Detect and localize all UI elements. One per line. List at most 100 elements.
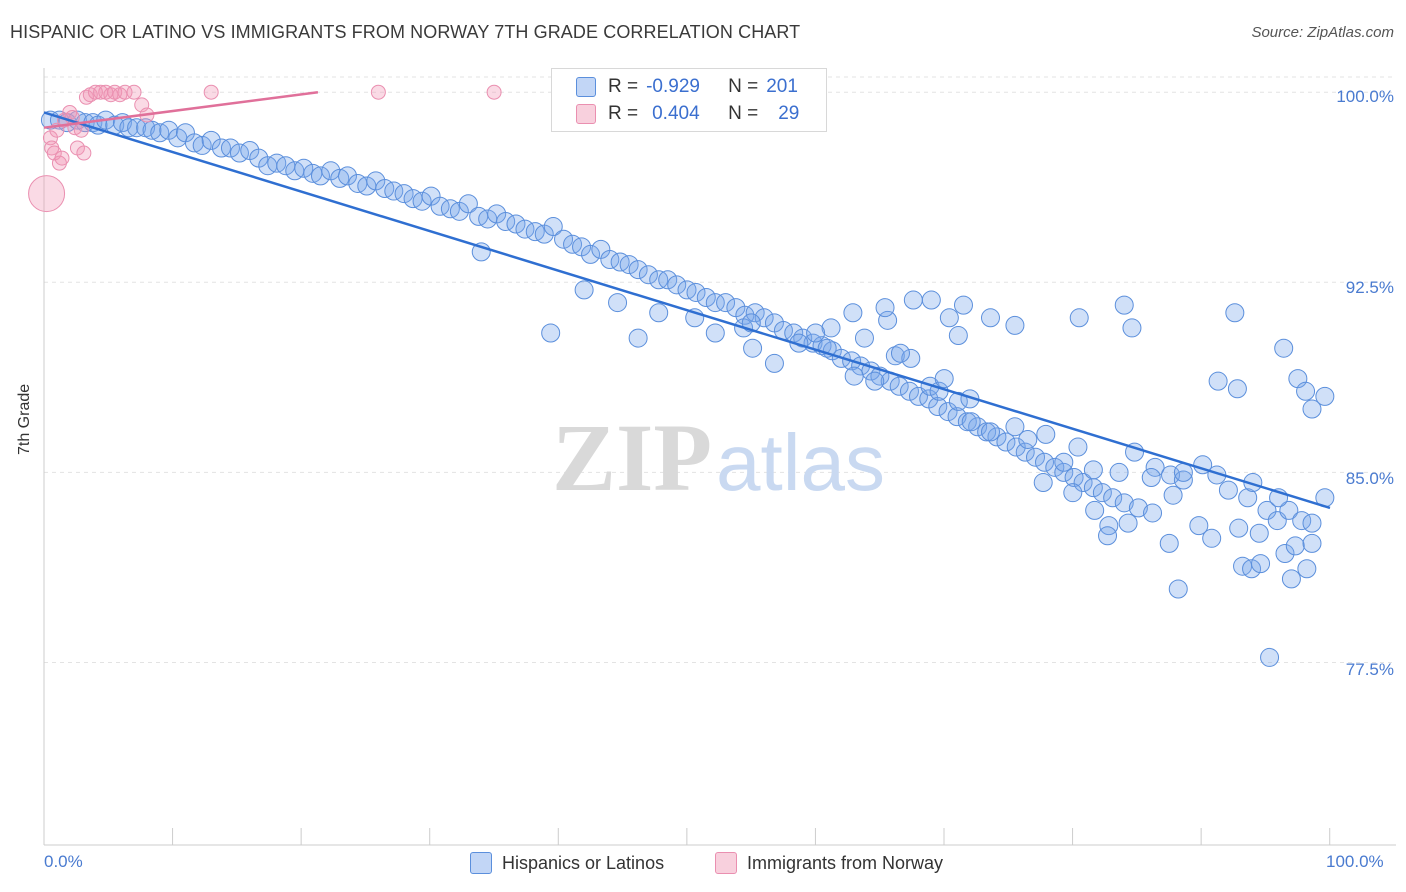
bottom-legend-label: Hispanics or Latinos xyxy=(502,852,665,873)
hispanic-point xyxy=(1122,318,1142,338)
legend-r-value: 0.404 xyxy=(652,103,700,124)
hispanic-point xyxy=(865,371,885,391)
hispanic-point xyxy=(901,348,921,368)
hispanic-point xyxy=(1005,417,1025,437)
legend-n-value: 29 xyxy=(778,103,800,124)
hispanic-point xyxy=(1302,533,1322,553)
hispanic-point xyxy=(1168,579,1188,599)
hispanic-point xyxy=(968,417,988,437)
hispanic-point xyxy=(705,293,725,313)
hispanic-point xyxy=(1092,483,1112,503)
hispanic-point xyxy=(412,191,432,211)
hispanic-point xyxy=(938,402,958,422)
norway-point xyxy=(370,84,386,100)
hispanic-point xyxy=(1225,303,1245,323)
legend-swatch-blue-icon xyxy=(576,77,596,97)
hispanic-point xyxy=(220,138,240,158)
legend-r-value: -0.929 xyxy=(646,76,700,97)
bottom-legend-hispanic: Hispanics or Latinos xyxy=(470,852,664,874)
correlation-legend: R = -0.929 N = 201 R = 0.404 N = 29 xyxy=(551,68,827,132)
hispanic-point xyxy=(119,118,139,138)
legend-n-label: N = xyxy=(728,76,759,97)
hispanic-point xyxy=(1159,533,1179,553)
hispanic-point xyxy=(1128,498,1148,518)
legend-n-value: 201 xyxy=(766,76,798,97)
hispanic-point xyxy=(1274,338,1294,358)
bottom-legend-blue-icon xyxy=(470,852,492,874)
watermark: ZIP atlas xyxy=(552,404,885,511)
gridlines xyxy=(44,76,1396,664)
norway-point xyxy=(203,84,219,100)
norway-point xyxy=(486,84,502,100)
hispanic-point xyxy=(996,432,1016,452)
hispanic-point xyxy=(1227,379,1247,399)
hispanic-point xyxy=(1202,528,1222,548)
hispanic-point xyxy=(903,290,923,310)
y-tick-85: 85.0% xyxy=(1345,469,1394,488)
hispanic-trend-line xyxy=(43,111,1331,510)
bottom-legend-pink-icon xyxy=(715,852,737,874)
hispanic-point xyxy=(1242,559,1262,579)
hispanic-point xyxy=(1141,467,1161,487)
hispanic-point xyxy=(337,166,357,186)
hispanic-point xyxy=(764,353,784,373)
hispanic-point xyxy=(1251,554,1271,574)
hispanic-point xyxy=(658,270,678,290)
legend-r-label: R = xyxy=(608,76,639,97)
hispanic-point xyxy=(878,310,898,330)
hispanic-point xyxy=(1279,500,1299,520)
hispanic-point xyxy=(330,168,350,188)
hispanic-point xyxy=(1238,488,1258,508)
watermark-atlas: atlas xyxy=(716,418,885,507)
hispanic-point xyxy=(885,346,905,366)
hispanic-point xyxy=(1297,559,1317,579)
hispanic-point xyxy=(890,343,910,363)
hispanic-point xyxy=(875,298,895,318)
hispanic-point xyxy=(1315,386,1335,406)
hispanic-point xyxy=(192,135,212,155)
hispanic-point xyxy=(844,366,864,386)
hispanic-point xyxy=(184,133,204,153)
hispanic-point xyxy=(1281,569,1301,589)
hispanic-point xyxy=(745,303,765,323)
hispanic-point xyxy=(1109,462,1129,482)
hispanic-point xyxy=(541,323,561,343)
legend-row-norway: R = 0.404 N = 29 xyxy=(576,102,800,126)
hispanic-point xyxy=(1006,437,1026,457)
hispanic-point xyxy=(574,280,594,300)
hispanic-point xyxy=(934,369,954,389)
hispanic-point xyxy=(1163,485,1183,505)
hispanic-point xyxy=(1218,480,1238,500)
hispanic-point xyxy=(1302,399,1322,419)
hispanic-point xyxy=(394,184,414,204)
hispanic-point xyxy=(953,295,973,315)
norway-trend-line xyxy=(43,90,319,129)
hispanic-point xyxy=(1114,295,1134,315)
hispanic-point xyxy=(980,308,1000,328)
hispanic-point xyxy=(628,328,648,348)
hispanic-point xyxy=(1275,544,1295,564)
hispanic-point xyxy=(1035,452,1055,472)
bottom-legend-norway: Immigrants from Norway xyxy=(715,852,943,874)
hispanic-point xyxy=(843,303,863,323)
hispanic-point xyxy=(1063,483,1083,503)
hispanic-point xyxy=(1257,500,1277,520)
hispanic-point xyxy=(987,427,1007,447)
hispanic-point xyxy=(928,397,948,417)
hispanic-point xyxy=(1045,457,1065,477)
hispanic-point xyxy=(1064,467,1084,487)
trend-lines xyxy=(43,90,1331,510)
hispanic-point xyxy=(608,293,628,313)
hispanic-point xyxy=(1260,647,1280,667)
y-tick-100: 100.0% xyxy=(1336,87,1394,106)
hispanic-point xyxy=(581,244,601,264)
hispanic-point xyxy=(1229,518,1249,538)
hispanic-point xyxy=(1173,470,1193,490)
hispanic-point xyxy=(899,381,919,401)
source-label: Source: ZipAtlas.com xyxy=(1251,24,1394,41)
hispanic-point xyxy=(743,338,763,358)
series-hispanic-points xyxy=(40,110,1335,667)
hispanic-point xyxy=(948,326,968,346)
hispanic-point xyxy=(1068,437,1088,457)
hispanic-point xyxy=(1018,429,1038,449)
